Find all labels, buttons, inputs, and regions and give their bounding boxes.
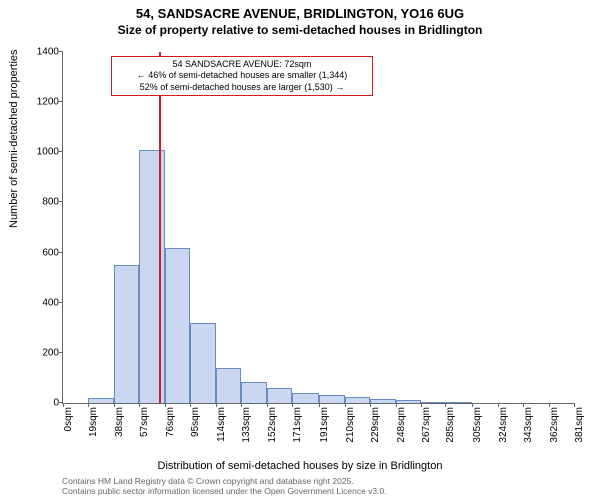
x-tick-label: 57sqm — [139, 407, 150, 437]
x-tick-label: 285sqm — [445, 407, 456, 443]
title-line-1: 54, SANDSACRE AVENUE, BRIDLINGTON, YO16 … — [0, 6, 600, 21]
y-tick-mark — [59, 101, 63, 102]
x-tick-mark — [498, 403, 499, 407]
x-tick-mark — [114, 403, 115, 407]
x-tick-label: 0sqm — [63, 407, 74, 431]
histogram-bar — [241, 382, 266, 403]
y-tick-mark — [59, 252, 63, 253]
footer-line-1: Contains HM Land Registry data © Crown c… — [62, 476, 387, 486]
x-tick-label: 38sqm — [114, 407, 125, 437]
x-tick-label: 305sqm — [472, 407, 483, 443]
x-tick-mark — [216, 403, 217, 407]
title-line-2: Size of property relative to semi-detach… — [0, 23, 600, 37]
x-tick-label: 76sqm — [165, 407, 176, 437]
annotation-box: 54 SANDSACRE AVENUE: 72sqm← 46% of semi-… — [111, 56, 373, 96]
x-tick-label: 114sqm — [216, 407, 227, 442]
x-tick-mark — [523, 403, 524, 407]
x-tick-mark — [292, 403, 293, 407]
x-tick-mark — [549, 403, 550, 407]
y-tick-label: 400 — [42, 297, 59, 308]
histogram-bar — [88, 398, 113, 403]
x-tick-mark — [63, 403, 64, 407]
histogram-bar — [396, 400, 421, 403]
histogram-bar — [165, 248, 190, 403]
y-tick-mark — [59, 151, 63, 152]
x-tick-mark — [396, 403, 397, 407]
x-tick-label: 152sqm — [267, 407, 278, 443]
x-tick-mark — [165, 403, 166, 407]
y-tick-label: 600 — [42, 247, 59, 258]
y-tick-label: 1400 — [37, 47, 59, 58]
annotation-line-1: 54 SANDSACRE AVENUE: 72sqm — [116, 59, 368, 70]
x-tick-mark — [472, 403, 473, 407]
x-tick-label: 248sqm — [396, 407, 407, 443]
histogram-bar — [445, 402, 472, 403]
x-tick-mark — [241, 403, 242, 407]
x-tick-mark — [319, 403, 320, 407]
x-tick-label: 381sqm — [574, 407, 585, 443]
y-tick-label: 1200 — [37, 97, 59, 108]
y-tick-label: 0 — [53, 398, 59, 409]
reference-line — [159, 52, 161, 403]
x-tick-mark — [190, 403, 191, 407]
x-tick-label: 229sqm — [370, 407, 381, 443]
x-tick-label: 19sqm — [88, 407, 99, 437]
histogram-bar — [319, 395, 344, 403]
x-tick-mark — [139, 403, 140, 407]
x-tick-label: 267sqm — [421, 407, 432, 443]
x-tick-mark — [370, 403, 371, 407]
y-axis-label: Number of semi-detached properties — [8, 49, 20, 228]
x-tick-mark — [445, 403, 446, 407]
y-tick-label: 1000 — [37, 147, 59, 158]
histogram-bar — [139, 150, 164, 403]
annotation-line-3: 52% of semi-detached houses are larger (… — [116, 82, 368, 93]
x-tick-mark — [267, 403, 268, 407]
x-tick-mark — [421, 403, 422, 407]
x-tick-label: 95sqm — [190, 407, 201, 437]
y-tick-mark — [59, 51, 63, 52]
histogram-bar — [370, 399, 395, 403]
x-tick-label: 171sqm — [292, 407, 303, 443]
y-tick-mark — [59, 201, 63, 202]
histogram-bar — [345, 397, 370, 403]
x-tick-label: 362sqm — [549, 407, 560, 443]
footer-attribution: Contains HM Land Registry data © Crown c… — [62, 476, 387, 496]
x-tick-mark — [88, 403, 89, 407]
histogram-bar — [216, 368, 241, 403]
x-tick-label: 191sqm — [319, 407, 330, 443]
histogram-bar — [190, 323, 215, 403]
footer-line-2: Contains public sector information licen… — [62, 486, 387, 496]
y-tick-label: 200 — [42, 347, 59, 358]
y-tick-mark — [59, 352, 63, 353]
title-block: 54, SANDSACRE AVENUE, BRIDLINGTON, YO16 … — [0, 0, 600, 37]
y-tick-mark — [59, 302, 63, 303]
histogram-chart: 02004006008001000120014000sqm19sqm38sqm5… — [62, 52, 574, 404]
x-tick-label: 210sqm — [345, 407, 356, 443]
x-tick-label: 324sqm — [498, 407, 509, 443]
x-tick-mark — [574, 403, 575, 407]
histogram-bar — [421, 402, 445, 403]
histogram-bar — [114, 265, 139, 403]
x-tick-mark — [345, 403, 346, 407]
y-tick-label: 800 — [42, 197, 59, 208]
x-axis-label: Distribution of semi-detached houses by … — [0, 460, 600, 472]
x-tick-label: 343sqm — [523, 407, 534, 443]
x-tick-label: 133sqm — [241, 407, 252, 443]
histogram-bar — [267, 388, 292, 403]
annotation-line-2: ← 46% of semi-detached houses are smalle… — [116, 70, 368, 81]
histogram-bar — [292, 393, 319, 403]
